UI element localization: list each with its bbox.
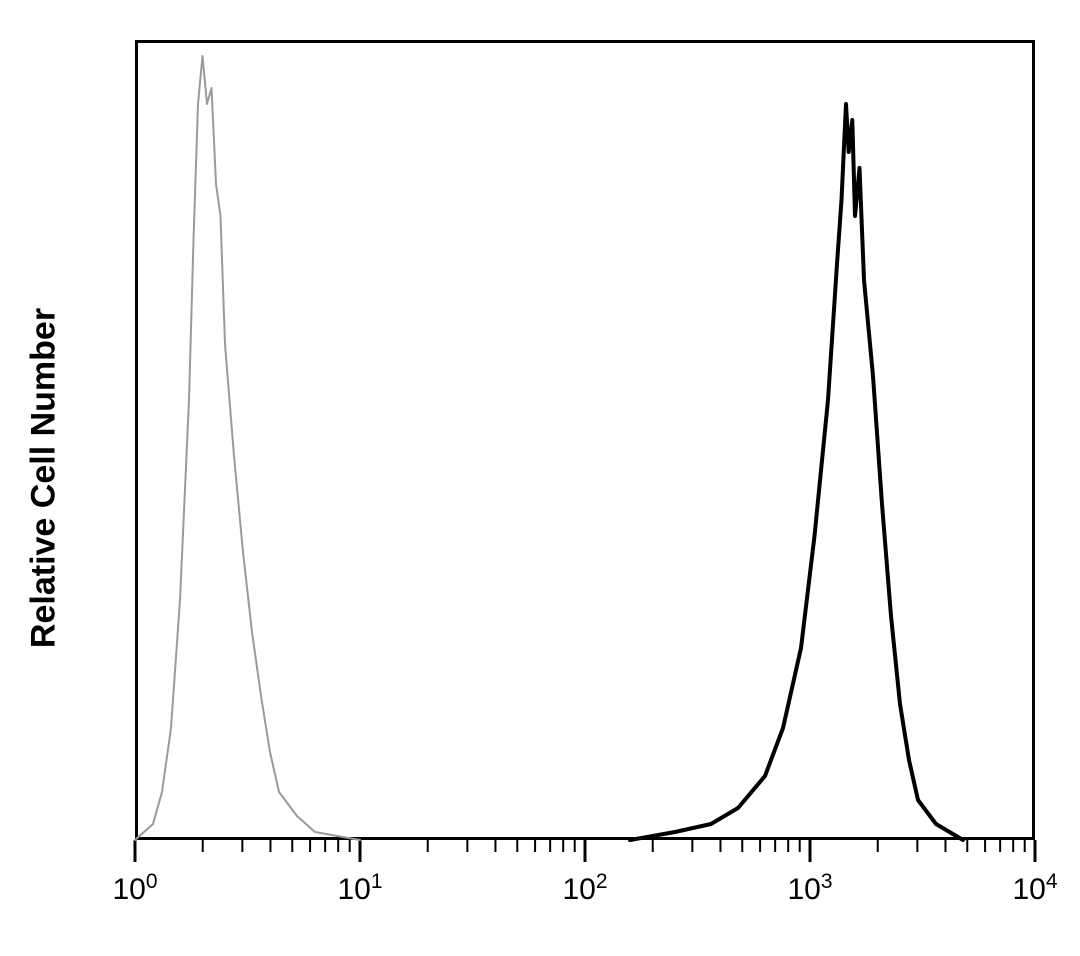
x-tick-label: 103 — [787, 870, 832, 907]
x-tick-label: 101 — [337, 870, 382, 907]
flow-cytometry-histogram: Relative Cell Number 100101102103104 — [0, 0, 1080, 956]
x-tick-label: 100 — [112, 870, 157, 907]
x-tick-label: 102 — [562, 870, 607, 907]
curves-svg — [0, 0, 1080, 956]
series-stained — [630, 104, 963, 840]
x-tick-label: 104 — [1012, 870, 1057, 907]
series-control — [135, 56, 360, 840]
